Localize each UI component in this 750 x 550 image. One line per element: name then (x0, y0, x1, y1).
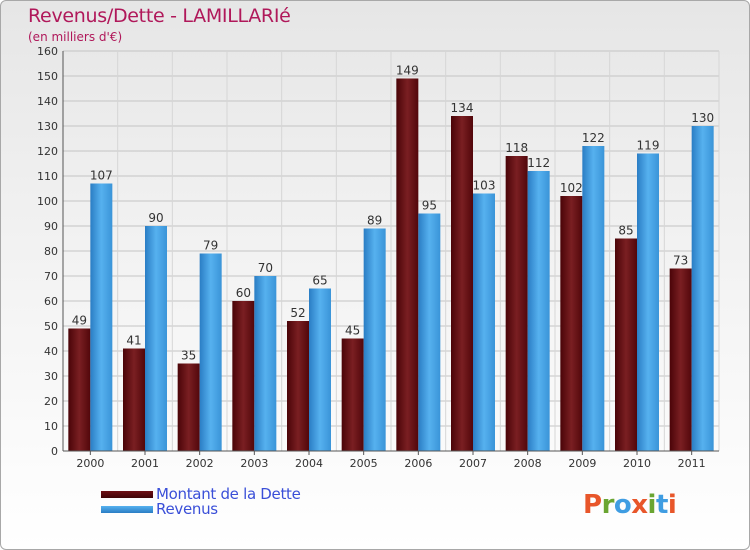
legend-label-debt: Montant de la Dette (156, 485, 301, 503)
y-tick-label: 70 (44, 270, 58, 283)
bar-debt (669, 268, 692, 451)
bar-debt (123, 348, 145, 451)
value-label: 49 (72, 314, 87, 328)
bar-revenus (473, 193, 495, 451)
bar-revenus (527, 171, 550, 451)
y-tick-label: 120 (37, 145, 58, 158)
value-label: 65 (312, 274, 327, 288)
bar-debt (68, 328, 91, 451)
bar-revenus (199, 253, 222, 451)
value-label: 134 (451, 101, 474, 115)
y-tick-label: 150 (37, 70, 58, 83)
value-label: 70 (258, 261, 273, 275)
x-tick-label: 2009 (568, 457, 596, 470)
bar-debt (615, 238, 637, 451)
value-label: 89 (367, 214, 382, 228)
value-label: 60 (236, 286, 251, 300)
logo-letter: o (613, 490, 632, 520)
value-label: 79 (203, 239, 218, 253)
x-tick-label: 2004 (295, 457, 323, 470)
bars (68, 78, 714, 451)
value-label: 35 (181, 349, 196, 363)
bar-debt (287, 321, 309, 451)
y-tick-label: 140 (37, 95, 58, 108)
bar-revenus (254, 276, 277, 451)
value-label: 52 (290, 306, 305, 320)
value-label: 107 (90, 169, 113, 183)
bar-debt (177, 363, 200, 451)
value-label: 122 (582, 131, 605, 145)
value-label: 41 (126, 334, 141, 348)
y-tick-label: 80 (44, 245, 58, 258)
y-tick-label: 90 (44, 220, 58, 233)
y-tick-label: 40 (44, 345, 58, 358)
value-label: 103 (473, 179, 496, 193)
value-label: 85 (618, 224, 633, 238)
x-tick-label: 2005 (350, 457, 378, 470)
bar-debt (232, 301, 255, 451)
value-label: 90 (148, 211, 163, 225)
y-tick-label: 0 (51, 445, 58, 458)
legend-swatch-debt (101, 491, 153, 498)
bar-revenus (309, 288, 331, 451)
y-tick-label: 160 (37, 45, 58, 58)
bar-revenus (691, 126, 714, 451)
logo-letter: i (667, 490, 677, 520)
value-label: 73 (673, 254, 688, 268)
chart-subtitle: (en milliers d'€) (28, 30, 123, 44)
y-tick-label: 10 (44, 420, 58, 433)
legend-swatch-revenus (101, 506, 153, 513)
x-tick-label: 2008 (514, 457, 542, 470)
value-label: 130 (691, 111, 714, 125)
bar-revenus (582, 146, 605, 451)
value-label: 45 (345, 324, 360, 338)
value-label: 118 (505, 141, 528, 155)
chart-title: Revenus/Dette - LAMILLARIé (28, 5, 291, 27)
bar-debt (560, 196, 583, 451)
x-tick-label: 2001 (131, 457, 159, 470)
x-tick-label: 2006 (404, 457, 432, 470)
y-tick-label: 20 (44, 395, 58, 408)
legend-label-revenus: Revenus (156, 500, 218, 518)
bar-debt (505, 156, 528, 451)
logo-letter: x (631, 490, 648, 520)
value-label: 119 (637, 139, 660, 153)
y-tick-label: 100 (37, 195, 58, 208)
logo-letter: P (583, 490, 602, 520)
x-tick-label: 2003 (240, 457, 268, 470)
bar-revenus (90, 183, 113, 451)
bar-debt (451, 116, 473, 451)
logo-letter: i (647, 490, 657, 520)
bar-revenus (145, 226, 167, 451)
value-label: 112 (527, 156, 550, 170)
axes: 0 10 20 30 40 50 60 70 80 90 100 110 120 130 140 150 160… (37, 45, 719, 470)
y-tick-label: 130 (37, 120, 58, 133)
y-tick-label: 30 (44, 370, 58, 383)
bar-revenus (637, 153, 659, 451)
value-label: 149 (396, 64, 419, 78)
x-tick-label: 2010 (623, 457, 651, 470)
bar-debt (396, 78, 419, 451)
y-tick-label: 50 (44, 320, 58, 333)
value-label: 95 (422, 199, 437, 213)
bar-debt (341, 338, 364, 451)
logo-letter: t (655, 490, 668, 520)
x-tick-label: 2000 (76, 457, 104, 470)
x-tick-label: 2002 (186, 457, 214, 470)
value-labels: 4910741903579607052654589149951341031181… (72, 64, 714, 363)
x-tick-label: 2007 (459, 457, 487, 470)
bar-revenus (363, 228, 386, 451)
value-label: 102 (560, 181, 583, 195)
proxiti-logo: Proxiti (583, 490, 677, 520)
y-tick-label: 110 (37, 170, 58, 183)
logo-letter: r (601, 490, 615, 520)
y-tick-label: 60 (44, 295, 58, 308)
bar-revenus (418, 213, 441, 451)
x-tick-label: 2011 (678, 457, 706, 470)
